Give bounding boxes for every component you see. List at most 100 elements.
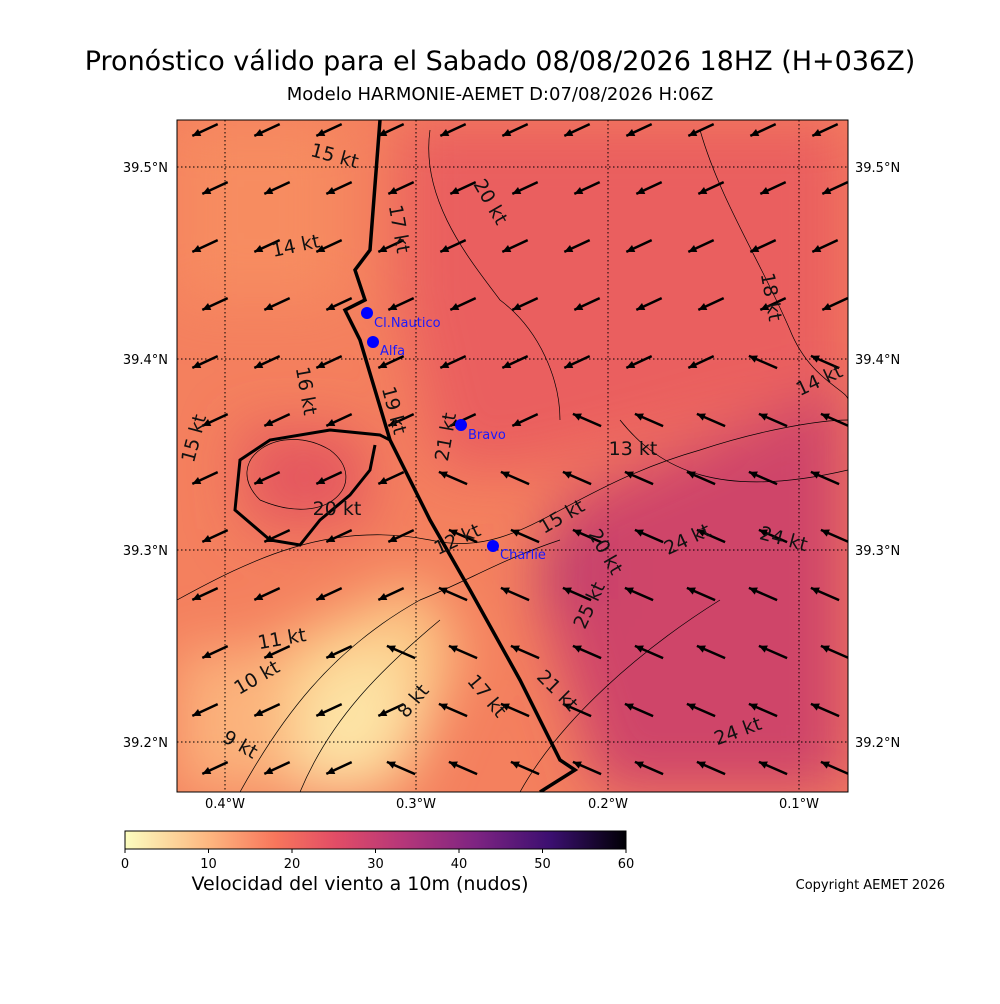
- lon-label: 0.1°W: [779, 797, 819, 812]
- lon-label: 0.3°W: [396, 797, 436, 812]
- wind-arrow: [438, 586, 468, 602]
- arrow-head: [192, 592, 202, 601]
- wind-arrow: [387, 528, 415, 544]
- arrow-head: [254, 592, 264, 601]
- arrow-head: [378, 476, 388, 485]
- wind-arrow: [810, 586, 840, 602]
- wind-arrow: [572, 644, 602, 660]
- arrow-head: [254, 708, 264, 717]
- lat-label: 39.5°N: [855, 161, 900, 176]
- station-label: Cl.Nautico: [374, 316, 441, 331]
- arrow-head: [202, 186, 212, 195]
- wind-arrow: [634, 760, 664, 776]
- wind-arrow: [573, 180, 601, 196]
- wind-arrow: [253, 702, 281, 718]
- wind-arrow: [315, 702, 343, 718]
- arrow-head: [626, 244, 636, 253]
- arrow-head: [378, 244, 388, 253]
- arrow-head: [696, 413, 706, 421]
- arrow-head: [634, 529, 644, 537]
- wind-arrow: [635, 180, 663, 196]
- wind-arrow: [325, 528, 353, 544]
- wind-arrow: [510, 528, 540, 544]
- wind-arrow: [748, 470, 778, 486]
- wind-arrow: [758, 528, 788, 544]
- copyright: Copyright AEMET 2026: [796, 878, 945, 893]
- lon-label: 0.2°W: [588, 797, 628, 812]
- station-dot: [487, 540, 499, 552]
- arrow-head: [812, 244, 822, 253]
- wind-arrow: [438, 470, 468, 486]
- arrow-head: [386, 761, 396, 769]
- arrow-head: [264, 186, 274, 195]
- wind-arrow: [748, 586, 778, 602]
- arrow-head: [440, 128, 450, 137]
- wind-arrow: [635, 296, 663, 312]
- wind-arrow: [191, 586, 219, 602]
- arrow-head: [572, 413, 582, 421]
- colorbar-label: Velocidad del viento a 10m (nudos): [192, 873, 529, 895]
- arrow-head: [388, 302, 398, 311]
- wind-arrow: [511, 296, 539, 312]
- arrow-head: [440, 244, 450, 253]
- wind-arrow: [696, 760, 726, 776]
- arrow-head: [624, 703, 634, 711]
- arrow-head: [748, 587, 758, 595]
- wind-arrow: [201, 528, 229, 544]
- wind-arrow: [263, 412, 291, 428]
- lat-label: 39.3°N: [123, 544, 168, 559]
- wind-arrow: [563, 238, 591, 254]
- arrow-head: [564, 244, 574, 253]
- wind-arrow: [820, 528, 848, 544]
- wind-arrow: [449, 180, 477, 196]
- arrow-head: [502, 244, 512, 253]
- arrow-head: [386, 645, 396, 653]
- arrow-head: [572, 645, 582, 653]
- station-dot: [455, 419, 467, 431]
- wind-arrow: [501, 354, 529, 370]
- arrow-head: [316, 708, 326, 717]
- wind-arrow: [377, 238, 405, 254]
- wind-arrow: [263, 528, 291, 544]
- arrow-head: [192, 360, 202, 369]
- arrow-head: [562, 703, 572, 711]
- wind-arrow: [201, 296, 229, 312]
- wind-arrow: [759, 296, 787, 312]
- wind-arrow: [810, 354, 840, 370]
- wind-arrow: [572, 412, 602, 428]
- wind-arrow: [748, 702, 778, 718]
- wind-arrow: [573, 296, 601, 312]
- arrow-head: [192, 128, 202, 137]
- wind-arrow: [810, 702, 840, 718]
- arrow-head: [192, 476, 202, 485]
- arrow-head: [448, 529, 458, 537]
- wind-arrow: [377, 702, 405, 718]
- wind-arrow: [439, 238, 467, 254]
- arrow-head: [760, 302, 770, 311]
- wind-arrow: [562, 702, 592, 718]
- arrow-head: [574, 302, 584, 311]
- colorbar-tick-label: 50: [534, 857, 551, 872]
- arrow-head: [316, 128, 326, 137]
- wind-arrow: [439, 354, 467, 370]
- wind-arrow: [263, 760, 291, 776]
- arrow-head: [378, 128, 388, 137]
- wind-arrow: [562, 586, 592, 602]
- arrow-head: [626, 128, 636, 137]
- wind-arrow: [500, 586, 530, 602]
- arrow-head: [696, 645, 706, 653]
- wind-arrow: [448, 760, 478, 776]
- arrow-head: [254, 476, 264, 485]
- station-label: Alfa: [380, 344, 405, 359]
- arrow-head: [574, 186, 584, 195]
- arrow-head: [316, 476, 326, 485]
- title: Pronóstico válido para el Sabado 08/08/2…: [85, 46, 916, 77]
- arrow-head: [512, 302, 522, 311]
- wind-arrow: [572, 760, 602, 776]
- station-label: Charlie: [500, 548, 546, 563]
- arrow-head: [500, 587, 510, 595]
- arrow-head: [448, 761, 458, 769]
- station-dot: [367, 336, 379, 348]
- arrow-head: [388, 418, 398, 427]
- wind-arrow: [511, 412, 539, 428]
